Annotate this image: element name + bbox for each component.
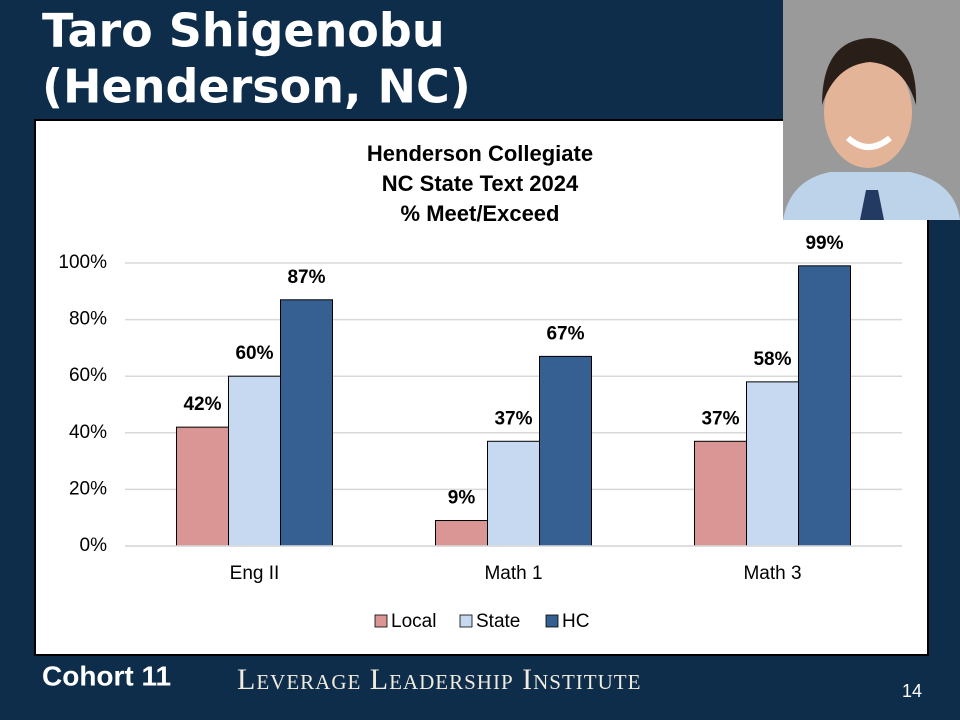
bar — [798, 265, 851, 547]
legend-swatch — [374, 614, 388, 628]
legend-label: Local — [391, 611, 436, 632]
bar — [176, 426, 229, 547]
y-tick-label: 100% — [58, 252, 107, 273]
bar — [487, 440, 540, 547]
legend-swatch — [459, 614, 473, 628]
value-label: 99% — [805, 233, 843, 254]
slide-title: (Henderson, NC) — [42, 60, 471, 114]
value-label: 58% — [753, 349, 791, 370]
y-tick-label: 60% — [69, 365, 107, 386]
x-tick-label: Eng II — [230, 563, 280, 584]
chart-title: Henderson Collegiate — [367, 141, 593, 166]
bar — [435, 520, 488, 547]
x-tick-label: Math 1 — [484, 563, 542, 584]
cohort-label: Cohort 11 — [42, 660, 171, 691]
y-tick-label: 20% — [69, 478, 107, 499]
photo — [783, 0, 960, 220]
bar — [280, 299, 333, 547]
slide-title: Taro Shigenobu — [42, 4, 445, 58]
value-label: 42% — [183, 394, 221, 415]
y-tick-label: 40% — [69, 422, 107, 443]
bar — [746, 381, 799, 547]
value-label: 67% — [546, 323, 584, 344]
institute-name: Leverage Leadership Institute — [237, 663, 641, 696]
value-label: 9% — [448, 488, 476, 509]
page-number: 14 — [902, 681, 922, 701]
bar — [539, 355, 592, 547]
y-tick-label: 0% — [80, 535, 108, 556]
chart: Henderson Collegiate NC State Text 2024 % … — [58, 141, 902, 632]
value-label: 37% — [494, 408, 532, 429]
value-label: 87% — [287, 267, 325, 288]
legend-swatch — [545, 614, 559, 628]
bar — [228, 375, 281, 547]
bar — [694, 440, 747, 547]
legend-label: HC — [562, 611, 589, 632]
x-tick-label: Math 3 — [743, 563, 801, 584]
value-label: 37% — [701, 408, 739, 429]
y-tick-label: 80% — [69, 309, 107, 330]
legend-label: State — [476, 611, 520, 632]
chart-title: NC State Text 2024 — [382, 171, 579, 196]
value-label: 60% — [235, 343, 273, 364]
chart-title: % Meet/Exceed — [401, 201, 560, 226]
